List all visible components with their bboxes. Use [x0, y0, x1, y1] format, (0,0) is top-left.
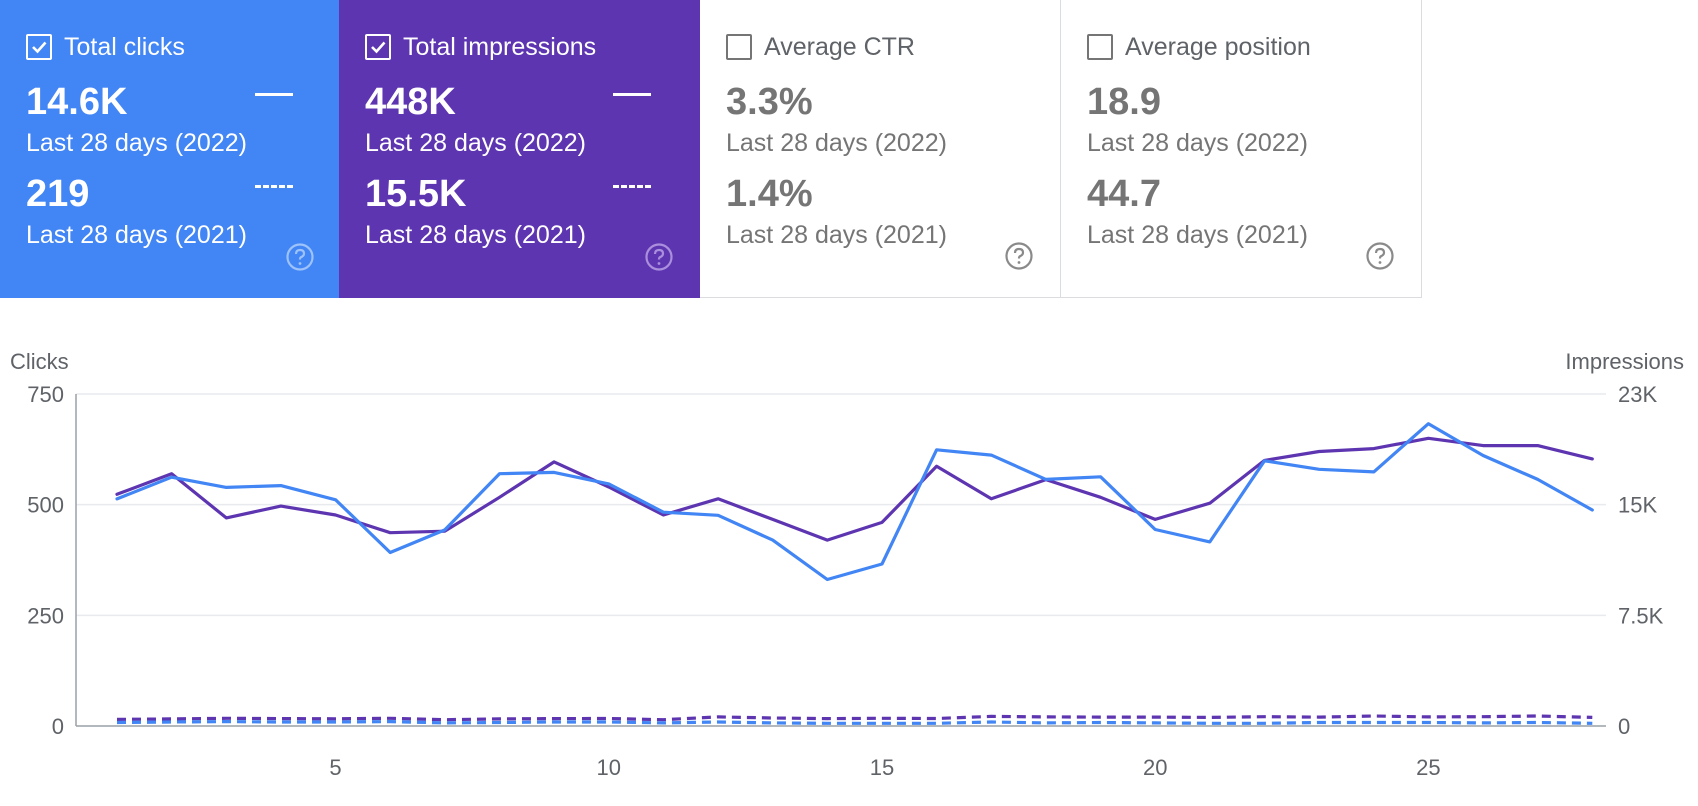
- card-header: Total clicks: [26, 32, 185, 62]
- gridlines: [75, 393, 1606, 727]
- metric-period-current: Last 28 days (2022): [26, 129, 247, 157]
- metric-value-current: 3.3%: [726, 81, 813, 123]
- y-right-tick-label: 23K: [1618, 382, 1657, 407]
- help-icon[interactable]: [1004, 241, 1034, 271]
- y-axis-right-ticks: 0 7.5K 15K 23K: [1618, 382, 1664, 739]
- x-tick-label: 25: [1416, 755, 1440, 780]
- performance-line-chart[interactable]: Clicks Impressions 0 250 500 750 0 7.5K 15K 23…: [0, 340, 1698, 806]
- y-left-tick-label: 750: [27, 382, 64, 407]
- dashed-line-legend-icon: [613, 185, 651, 188]
- metric-value-previous: 15.5K: [365, 173, 467, 215]
- y-left-tick-label: 500: [27, 493, 64, 518]
- help-icon[interactable]: [644, 242, 674, 272]
- metric-period-previous: Last 28 days (2021): [26, 221, 247, 249]
- metric-period-previous: Last 28 days (2021): [365, 221, 586, 249]
- metric-period-current: Last 28 days (2022): [365, 129, 586, 157]
- series-line-total-impressions-2021[interactable]: [116, 714, 1593, 722]
- series-line-total-impressions-2022[interactable]: [115, 436, 1594, 542]
- card-average-ctr[interactable]: Average CTR 3.3% Last 28 days (2022) 1.4…: [700, 0, 1061, 298]
- checkbox-checked-icon[interactable]: [365, 34, 391, 60]
- card-header: Average position: [1087, 32, 1311, 62]
- series-line-total-clicks-2022[interactable]: [115, 422, 1594, 582]
- metric-period-current: Last 28 days (2022): [726, 129, 947, 157]
- x-axis-ticks: 5 10 15 20 25: [329, 755, 1440, 780]
- series-lines[interactable]: [115, 422, 1594, 725]
- card-total-clicks[interactable]: Total clicks 14.6K Last 28 days (2022) 2…: [0, 0, 339, 298]
- dashed-line-legend-icon: [255, 185, 293, 188]
- card-title: Average CTR: [764, 33, 915, 61]
- y-axis-right-title: Impressions: [1565, 349, 1684, 374]
- metric-period-previous: Last 28 days (2021): [1087, 221, 1308, 249]
- metric-value-previous: 219: [26, 173, 90, 215]
- x-tick-label: 5: [329, 755, 341, 780]
- card-title: Total impressions: [403, 33, 597, 61]
- y-right-tick-label: 7.5K: [1618, 603, 1664, 628]
- y-left-tick-label: 250: [27, 603, 64, 628]
- y-right-tick-label: 0: [1618, 714, 1630, 739]
- metric-value-previous: 1.4%: [726, 173, 813, 215]
- card-average-position[interactable]: Average position 18.9 Last 28 days (2022…: [1061, 0, 1422, 298]
- x-tick-label: 15: [870, 755, 894, 780]
- y-left-tick-label: 0: [52, 714, 64, 739]
- checkbox-checked-icon[interactable]: [26, 34, 52, 60]
- metric-value-current: 18.9: [1087, 81, 1161, 123]
- card-total-impressions[interactable]: Total impressions 448K Last 28 days (202…: [339, 0, 700, 298]
- help-icon[interactable]: [285, 242, 315, 272]
- x-tick-label: 20: [1143, 755, 1167, 780]
- metric-value-current: 14.6K: [26, 81, 128, 123]
- metric-period-previous: Last 28 days (2021): [726, 221, 947, 249]
- help-icon[interactable]: [1365, 241, 1395, 271]
- x-tick-label: 10: [597, 755, 621, 780]
- series-line-total-clicks-2021[interactable]: [116, 720, 1593, 725]
- y-axis-left-ticks: 0 250 500 750: [27, 382, 64, 739]
- metric-period-current: Last 28 days (2022): [1087, 129, 1308, 157]
- card-header: Average CTR: [726, 32, 915, 62]
- solid-line-legend-icon: [255, 93, 293, 96]
- metric-value-current: 448K: [365, 81, 456, 123]
- card-title: Average position: [1125, 33, 1311, 61]
- card-header: Total impressions: [365, 32, 596, 62]
- y-right-tick-label: 15K: [1618, 493, 1657, 518]
- checkbox-unchecked-icon[interactable]: [726, 34, 752, 60]
- y-axis-left-title: Clicks: [10, 349, 69, 374]
- checkbox-unchecked-icon[interactable]: [1087, 34, 1113, 60]
- metric-value-previous: 44.7: [1087, 173, 1161, 215]
- solid-line-legend-icon: [613, 93, 651, 96]
- metric-cards: Total clicks 14.6K Last 28 days (2022) 2…: [0, 0, 1422, 298]
- card-title: Total clicks: [64, 33, 185, 61]
